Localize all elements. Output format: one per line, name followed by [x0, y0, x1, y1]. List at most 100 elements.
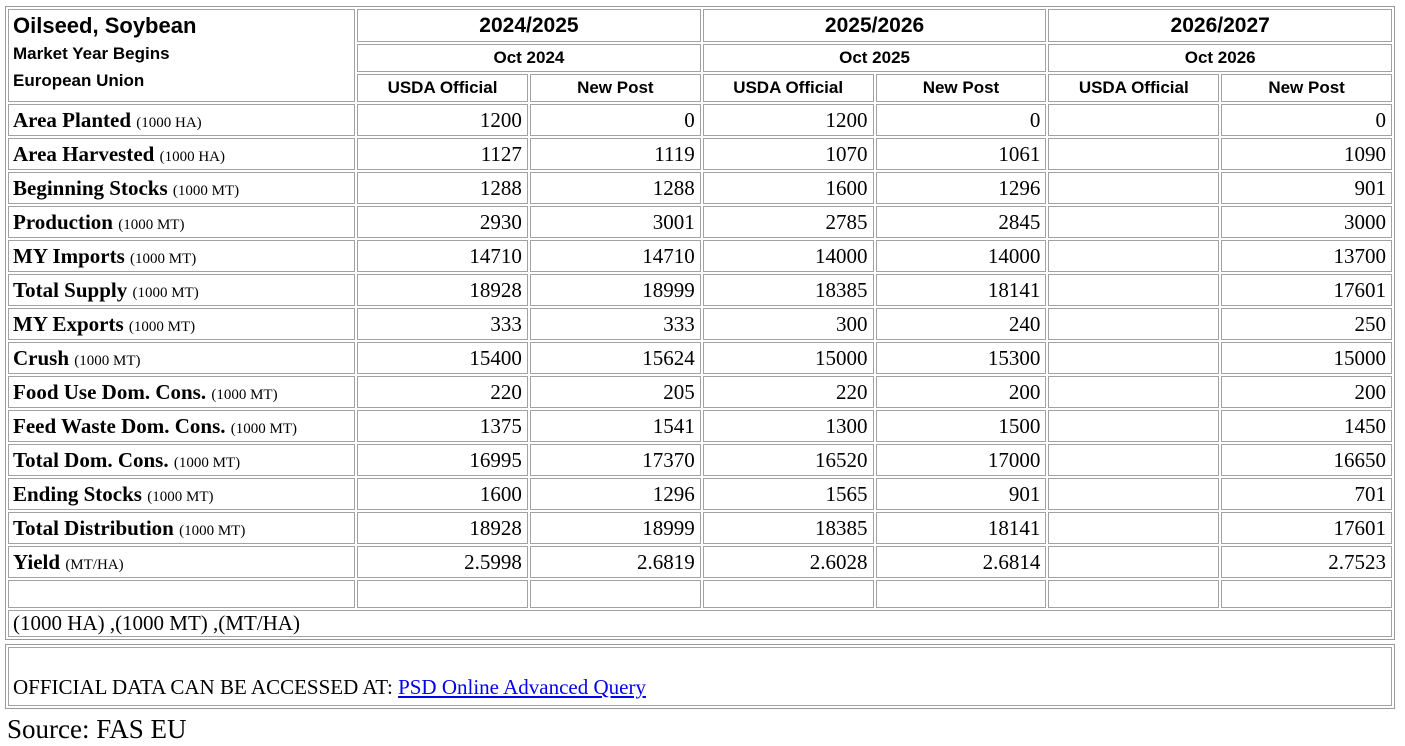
- spacer-cell: [875, 580, 1047, 608]
- value-cell: [1048, 342, 1220, 374]
- value-cell: 1119: [529, 138, 701, 170]
- attribute-unit: (1000 HA): [159, 148, 225, 165]
- table-row: Yield (MT/HA) 2.5998 2.6819 2.6028 2.6814 2.7…: [8, 546, 1392, 578]
- value-cell: 2.6819: [529, 546, 701, 578]
- series-header-usda-official: USDA Official: [357, 74, 528, 102]
- value-cell: 1500: [875, 410, 1047, 442]
- value-cell: 333: [529, 308, 701, 340]
- attribute-unit: (1000 MT): [172, 182, 240, 199]
- commodity-title: Oilseed, Soybean: [13, 13, 197, 38]
- header-row-series: USDA Official New Post USDA Official New…: [8, 74, 1392, 102]
- value-cell: 13700: [1221, 240, 1392, 272]
- row-label-cell: Crush (1000 MT): [8, 342, 356, 374]
- series-header-usda-official: USDA Official: [1048, 74, 1220, 102]
- attribute-name: Total Supply: [13, 277, 128, 302]
- table-row: Total Dom. Cons. (1000 MT) 16995 17370 1652…: [8, 444, 1392, 476]
- market-year-begin-date: Oct 2024: [357, 44, 701, 72]
- attribute-unit: (1000 MT): [132, 284, 199, 301]
- table-row: Production (1000 MT) 2930 3001 2785 2845 3000: [8, 206, 1392, 238]
- table-row: Total Distribution (1000 MT) 18928 18999 18…: [8, 512, 1392, 544]
- table-row: Area Harvested (1000 HA) 1127 1119 1070 1061…: [8, 138, 1392, 170]
- value-cell: 14710: [357, 240, 528, 272]
- value-cell: 2930: [357, 206, 528, 238]
- value-cell: 1200: [357, 104, 528, 136]
- attribute-name: MY Exports: [13, 311, 124, 336]
- value-cell: [1048, 478, 1220, 510]
- official-data-note: OFFICIAL DATA CAN BE ACCESSED AT: PSD On…: [8, 647, 1392, 706]
- row-label-cell: Total Distribution (1000 MT): [8, 512, 356, 544]
- value-cell: 18999: [529, 274, 701, 306]
- attribute-name: Production: [13, 209, 113, 234]
- spacer-row: [8, 580, 1392, 608]
- value-cell: 16995: [357, 444, 528, 476]
- attribute-name: Total Dom. Cons.: [13, 447, 169, 472]
- value-cell: 1296: [875, 172, 1047, 204]
- header-row-years: Oilseed, Soybean Market Year Begins Euro…: [8, 9, 1392, 102]
- attribute-unit: (1000 MT): [173, 454, 241, 471]
- table-row: Total Supply (1000 MT) 18928 18999 18385 181…: [8, 274, 1392, 306]
- value-cell: 220: [702, 376, 874, 408]
- value-cell: 2.6814: [875, 546, 1047, 578]
- commodity-header-cell: Oilseed, Soybean Market Year Begins Euro…: [8, 9, 356, 102]
- market-year-begin-date: Oct 2025: [702, 44, 1047, 72]
- value-cell: 205: [529, 376, 701, 408]
- value-cell: [1048, 444, 1220, 476]
- value-cell: [1048, 172, 1220, 204]
- value-cell: [1048, 308, 1220, 340]
- value-cell: 200: [1221, 376, 1392, 408]
- attribute-name: Area Harvested: [13, 141, 155, 166]
- value-cell: 1375: [357, 410, 528, 442]
- value-cell: 16520: [702, 444, 874, 476]
- value-cell: 0: [875, 104, 1047, 136]
- value-cell: [1048, 206, 1220, 238]
- value-cell: 1061: [875, 138, 1047, 170]
- attribute-unit: (1000 MT): [130, 250, 197, 267]
- spacer-cell: [702, 580, 874, 608]
- table-row: Area Planted (1000 HA) 1200 0 1200 0 0: [8, 104, 1392, 136]
- row-label-cell: Total Dom. Cons. (1000 MT): [8, 444, 356, 476]
- series-header-new-post: New Post: [875, 74, 1047, 102]
- value-cell: 300: [702, 308, 874, 340]
- attribute-name: Yield: [13, 549, 61, 574]
- series-header-new-post: New Post: [1221, 74, 1392, 102]
- value-cell: 2.5998: [357, 546, 528, 578]
- value-cell: 0: [529, 104, 701, 136]
- header-row-begin-dates: Oct 2024 Oct 2025 Oct 2026: [8, 44, 1392, 72]
- source-note: Source: FAS EU: [7, 714, 187, 744]
- official-data-text: OFFICIAL DATA CAN BE ACCESSED AT:: [13, 675, 399, 699]
- value-cell: 18999: [529, 512, 701, 544]
- table-row: Feed Waste Dom. Cons. (1000 MT) 1375 1541 1…: [8, 410, 1392, 442]
- row-label-cell: Food Use Dom. Cons. (1000 MT): [8, 376, 356, 408]
- value-cell: 1541: [529, 410, 701, 442]
- value-cell: [1048, 240, 1220, 272]
- value-cell: 1600: [357, 478, 528, 510]
- spacer-cell: [1221, 580, 1392, 608]
- psd-online-link[interactable]: PSD Online Advanced Query: [398, 675, 646, 699]
- spacer-cell: [357, 580, 528, 608]
- year-header: 2026/2027: [1048, 9, 1392, 42]
- units-note: (1000 HA) ,(1000 MT) ,(MT/HA): [8, 610, 1392, 637]
- value-cell: 901: [875, 478, 1047, 510]
- country-label: European Union: [13, 71, 145, 90]
- value-cell: 17601: [1221, 512, 1392, 544]
- value-cell: [1048, 512, 1220, 544]
- spacer-cell: [529, 580, 701, 608]
- value-cell: 2785: [702, 206, 874, 238]
- value-cell: 1200: [702, 104, 874, 136]
- value-cell: 17000: [875, 444, 1047, 476]
- value-cell: 14710: [529, 240, 701, 272]
- value-cell: 901: [1221, 172, 1392, 204]
- value-cell: 2.6028: [702, 546, 874, 578]
- value-cell: 3000: [1221, 206, 1392, 238]
- table-row: MY Exports (1000 MT) 333 333 300 240 250: [8, 308, 1392, 340]
- attribute-name: Food Use Dom. Cons.: [13, 379, 207, 404]
- value-cell: [1048, 376, 1220, 408]
- row-label-cell: Yield (MT/HA): [8, 546, 356, 578]
- value-cell: 16650: [1221, 444, 1392, 476]
- attribute-unit: (MT/HA): [65, 556, 124, 573]
- value-cell: 333: [357, 308, 528, 340]
- row-label-cell: Production (1000 MT): [8, 206, 356, 238]
- value-cell: 3001: [529, 206, 701, 238]
- row-label-cell: Area Planted (1000 HA): [8, 104, 356, 136]
- value-cell: [1048, 104, 1220, 136]
